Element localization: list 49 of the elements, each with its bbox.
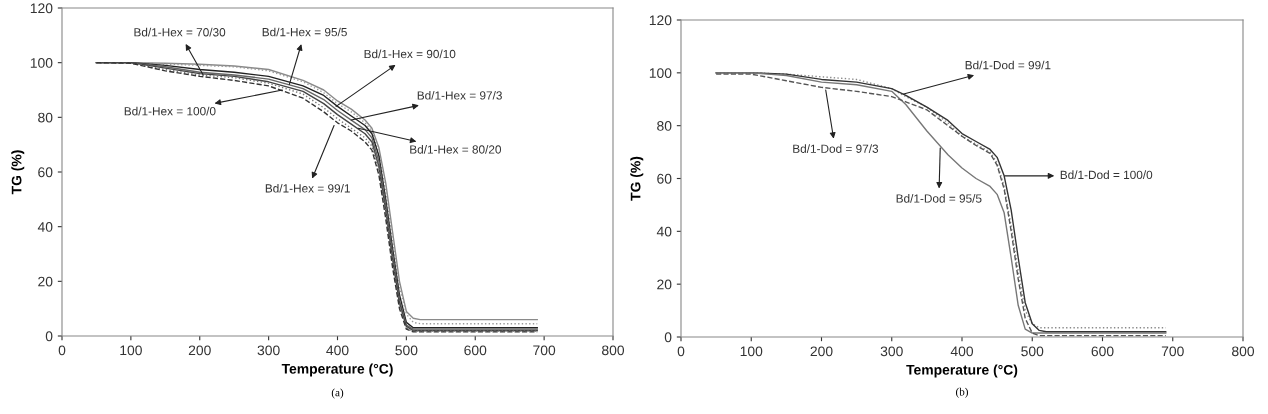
x-tick-label: 600 [464,345,487,356]
x-tick-label: 200 [188,345,211,356]
y-axis-title: TG (%) [630,156,644,201]
x-tick-label: 500 [395,345,418,356]
text: (a) [331,388,344,399]
y-tick-label: 0 [45,331,53,342]
y-tick-label: 40 [656,226,672,237]
x-tick-label: 600 [1091,346,1114,357]
y-tick-label: 100 [649,68,672,78]
x-tick-label: 300 [257,345,280,356]
text: (b) [956,387,968,398]
annotation: Bd/1-Hex = 97/3 [417,90,502,100]
x-tick-label: 300 [880,346,903,357]
annotation: Bd/1-Hex = 95/5 [262,27,347,37]
y-tick-label: 120 [30,3,53,14]
annotation: Bd/1-Dod = 100/0 [1060,170,1153,180]
x-tick-label: 0 [58,345,66,356]
annotation: Bd/1-Hex = 80/20 [410,144,502,154]
y-tick-label: 100 [30,58,53,68]
y-tick-label: 20 [38,276,53,287]
x-tick-label: 400 [326,345,349,356]
x-tick-label: 800 [602,345,625,356]
annotation: Bd/1-Dod = 97/3 [793,144,879,153]
x-tick-label: 100 [740,346,763,357]
x-tick-label: 200 [810,346,833,357]
y-tick-label: 20 [657,279,672,290]
annotation: Bd/1-Hex = 100/0 [124,106,216,116]
x-tick-label: 700 [1161,346,1184,357]
annotation: Bd/1-Dod = 95/5 [896,194,982,203]
x-tick-label: 0 [677,346,685,357]
annotation: Bd/1-Dod = 99/1 [965,60,1051,70]
y-tick-label: 80 [38,112,53,123]
y-tick-label: 0 [664,332,672,343]
x-tick-label: 400 [950,346,974,357]
y-tick-label: 120 [649,15,672,26]
x-axis-title: Temperature (°C) [281,363,393,377]
annotation: Bd/1-Hex = 70/30 [134,27,226,37]
x-tick-label: 100 [120,345,142,356]
y-tick-label: 60 [657,173,672,184]
y-tick-label: 80 [657,121,672,131]
y-tick-label: 60 [38,167,53,178]
x-axis-title: Temperature (°C) [906,364,1018,378]
x-tick-label: 800 [1232,346,1255,357]
annotation: Bd/1-Hex = 90/10 [364,49,456,59]
y-axis-title: TG (%) [11,150,25,195]
annotation: Bd/1-Hex = 99/1 [265,183,350,193]
y-tick-label: 40 [37,222,53,232]
x-tick-label: 500 [1021,346,1044,357]
x-tick-label: 700 [533,345,556,356]
